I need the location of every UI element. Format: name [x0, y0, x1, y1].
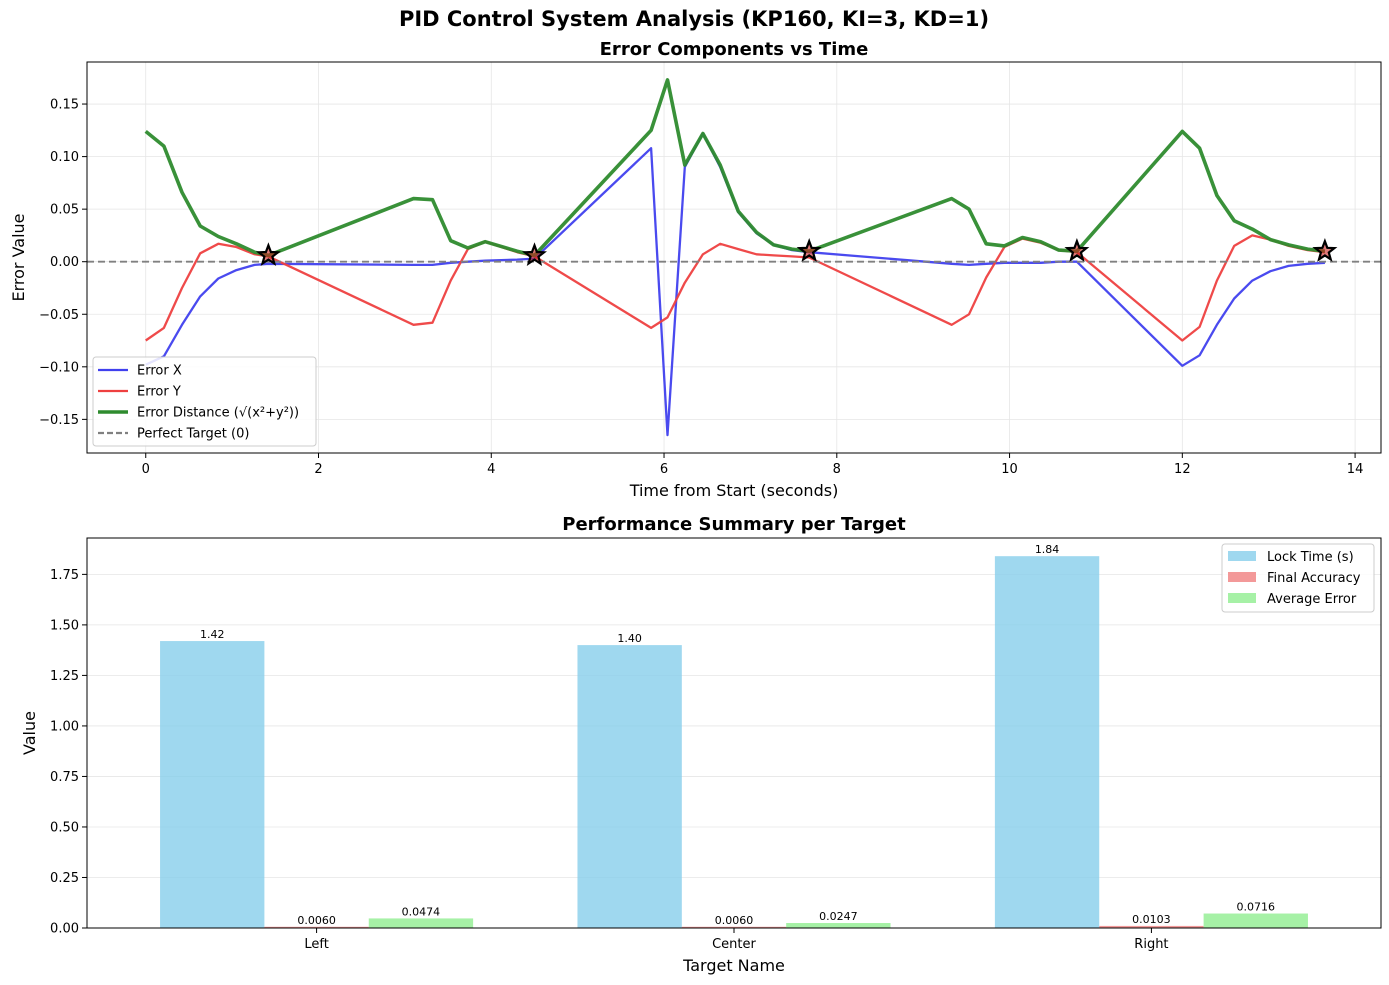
bar-center-average [786, 923, 891, 928]
bar-center-final [681, 926, 787, 928]
line-chart-error-components: 0 2 4 6 8 10 12 14 −0.15 −0.10 −0.05 0.00 0.05 0.10 0.… [9, 39, 1382, 500]
bar-value-label: 0.0247 [819, 910, 858, 923]
bar-left-average [368, 918, 474, 928]
y-tick-label: −0.05 [39, 308, 79, 323]
x-tick-label: 4 [487, 462, 495, 477]
lock-star-marker [255, 242, 281, 267]
bar-value-label: 0.0060 [715, 914, 754, 927]
bar-value-label: 0.0060 [297, 914, 336, 927]
x-tick-label: 12 [1174, 462, 1191, 477]
bar-value-label: 0.0716 [1237, 901, 1276, 914]
bar-right-lock [994, 556, 1100, 928]
legend-label: Average Error [1267, 592, 1357, 607]
bar-value-label: 1.40 [617, 632, 642, 645]
x-tick-label: 8 [833, 462, 841, 477]
y-axis-label: Value [20, 711, 39, 755]
legend-label: Error Distance (√(x²+y²)) [137, 406, 299, 421]
plot-area [87, 78, 1381, 437]
bar-value-label: 1.84 [1035, 543, 1060, 556]
y-tick-label: 1.50 [50, 618, 79, 633]
legend-label: Perfect Target (0) [137, 427, 249, 442]
x-axis-label: Time from Start (seconds) [629, 481, 839, 500]
legend-label: Lock Time (s) [1267, 550, 1354, 565]
legend-box [1221, 543, 1375, 613]
y-tick-label: 0.00 [50, 922, 79, 937]
y-tick-label: 0.50 [50, 820, 79, 835]
legend: Lock Time (s) Final Accuracy Average Error [1221, 543, 1375, 613]
series-line-error-distance [144, 78, 1326, 258]
y-axis-label: Error Value [9, 213, 28, 301]
lock-star-marker [796, 238, 822, 262]
y-tick-label: −0.15 [39, 413, 79, 428]
y-tick-label: 0.15 [50, 98, 79, 113]
bar-right-final [1099, 925, 1204, 928]
x-tick-label: 14 [1347, 462, 1364, 477]
chart-title: Performance Summary per Target [562, 514, 906, 535]
bar-value-label: 0.0103 [1132, 913, 1171, 926]
y-tick-label: 1.25 [50, 669, 79, 684]
x-tick-label: Left [304, 937, 328, 952]
y-tick-label: 0.00 [50, 255, 79, 270]
legend-label: Error Y [137, 385, 181, 400]
legend-swatch [1228, 593, 1256, 603]
x-tick-label: 0 [142, 462, 150, 477]
bar-chart-performance-summary: 1.42 1.40 1.84 0.0060 0.0060 0.0103 0.0474 0.02… [20, 514, 1382, 975]
y-tick-label: 0.75 [50, 770, 79, 785]
legend: Error X Error Y Error Distance (√(x²+y²)) P… [92, 356, 317, 447]
bar-left-final [264, 926, 369, 928]
legend-box [92, 356, 317, 447]
legend-label: Error X [137, 364, 182, 379]
bar-value-label: 0.0474 [402, 905, 441, 918]
x-tick-label: 10 [1001, 462, 1018, 477]
lock-star-marker [1064, 238, 1090, 262]
series-line-error-y [145, 234, 1326, 342]
y-tick-label: 0.10 [50, 150, 79, 165]
y-tick-label: 0.25 [50, 871, 79, 886]
y-tick-label: 0.05 [50, 203, 79, 218]
x-tick-label: Right [1134, 937, 1168, 952]
legend-swatch [1228, 572, 1256, 582]
y-tick-label: 1.75 [50, 568, 79, 583]
x-tick-label: 2 [314, 462, 322, 477]
chart-title: Error Components vs Time [600, 39, 869, 60]
lock-star-marker [521, 242, 547, 267]
bar-left-lock [160, 641, 265, 928]
series-line-error-x [145, 132, 1325, 437]
bar-value-label: 1.42 [200, 628, 225, 641]
plot-frame [86, 61, 1382, 454]
legend-swatch [1228, 551, 1256, 561]
plot-frame [86, 537, 1382, 929]
figure-suptitle: PID Control System Analysis (KP160, KI=3… [399, 7, 989, 31]
legend-label: Final Accuracy [1267, 571, 1361, 586]
y-tick-label: 1.00 [50, 719, 79, 734]
y-tick-label: −0.10 [39, 360, 79, 375]
bar-center-lock [577, 645, 682, 928]
x-axis-label: Target Name [682, 956, 785, 975]
lock-star-marker [1312, 238, 1338, 262]
x-tick-label: 6 [660, 462, 668, 477]
x-tick-label: Center [712, 937, 756, 952]
bar-right-average [1203, 913, 1308, 928]
